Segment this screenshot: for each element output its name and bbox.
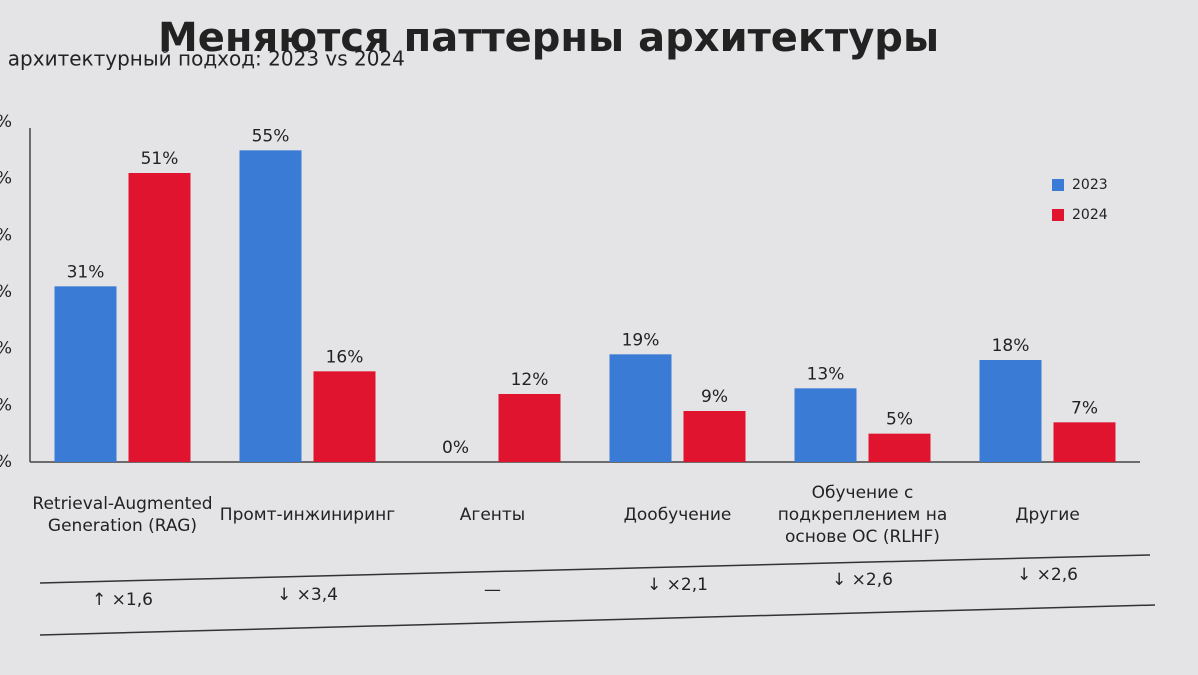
table-line — [39, 554, 1151, 584]
value-label: 51% — [141, 149, 179, 169]
value-label: 9% — [701, 387, 728, 407]
change-label: — — [484, 580, 501, 600]
x-tick-label: Retrieval-Augmented Generation (RAG) — [32, 494, 212, 536]
value-label: 13% — [807, 364, 845, 384]
value-label: 5% — [886, 410, 913, 430]
value-label: 31% — [67, 262, 105, 282]
x-tick-label: Агенты — [460, 505, 525, 525]
legend-label: 2024 — [1072, 207, 1108, 223]
value-label: 16% — [326, 347, 364, 367]
y-tick-label: 0% — [0, 452, 12, 472]
y-tick-label: 10% — [0, 395, 12, 415]
x-tick-label: Дообучение — [624, 505, 732, 525]
chart-subtitle: Базовый архитектурный подход: 2023 vs 20… — [0, 47, 405, 71]
value-label: 19% — [622, 330, 660, 350]
bar — [128, 173, 191, 462]
bar — [1053, 422, 1116, 462]
bar — [979, 360, 1042, 462]
bar — [313, 371, 376, 462]
change-label: ↑ ×1,6 — [92, 590, 153, 610]
bar — [868, 433, 931, 462]
bar — [239, 150, 302, 463]
bar — [54, 286, 117, 462]
value-label: 0% — [442, 438, 469, 458]
x-tick-label: Обучение с подкреплением на основе ОС (RLH… — [778, 483, 948, 547]
x-tick-label: Другие — [1015, 505, 1080, 525]
y-tick-label: 20% — [0, 339, 12, 359]
y-tick-label: 30% — [0, 282, 12, 302]
change-label: ↓ ×3,4 — [277, 585, 338, 605]
legend-swatch — [1052, 179, 1064, 191]
bar — [498, 394, 561, 462]
chart-title: Меняются паттерны архитектуры — [158, 15, 939, 61]
x-tick-label: Промт-инжиниринг — [220, 505, 395, 525]
change-label: ↓ ×2,6 — [832, 570, 893, 590]
value-label: 12% — [511, 370, 549, 390]
y-tick-label: 60% — [0, 112, 12, 132]
bar — [609, 354, 672, 462]
bar — [683, 411, 746, 462]
y-tick-label: 40% — [0, 225, 12, 245]
y-tick-label: 50% — [0, 169, 12, 189]
legend-label: 2023 — [1072, 177, 1108, 193]
change-label: ↓ ×2,1 — [647, 575, 708, 595]
value-label: 18% — [992, 336, 1030, 356]
bar — [794, 388, 857, 462]
change-label: ↓ ×2,6 — [1017, 565, 1078, 585]
legend-swatch — [1052, 209, 1064, 221]
table-line — [39, 604, 1156, 636]
value-label: 7% — [1071, 398, 1098, 418]
value-label: 55% — [252, 126, 290, 146]
